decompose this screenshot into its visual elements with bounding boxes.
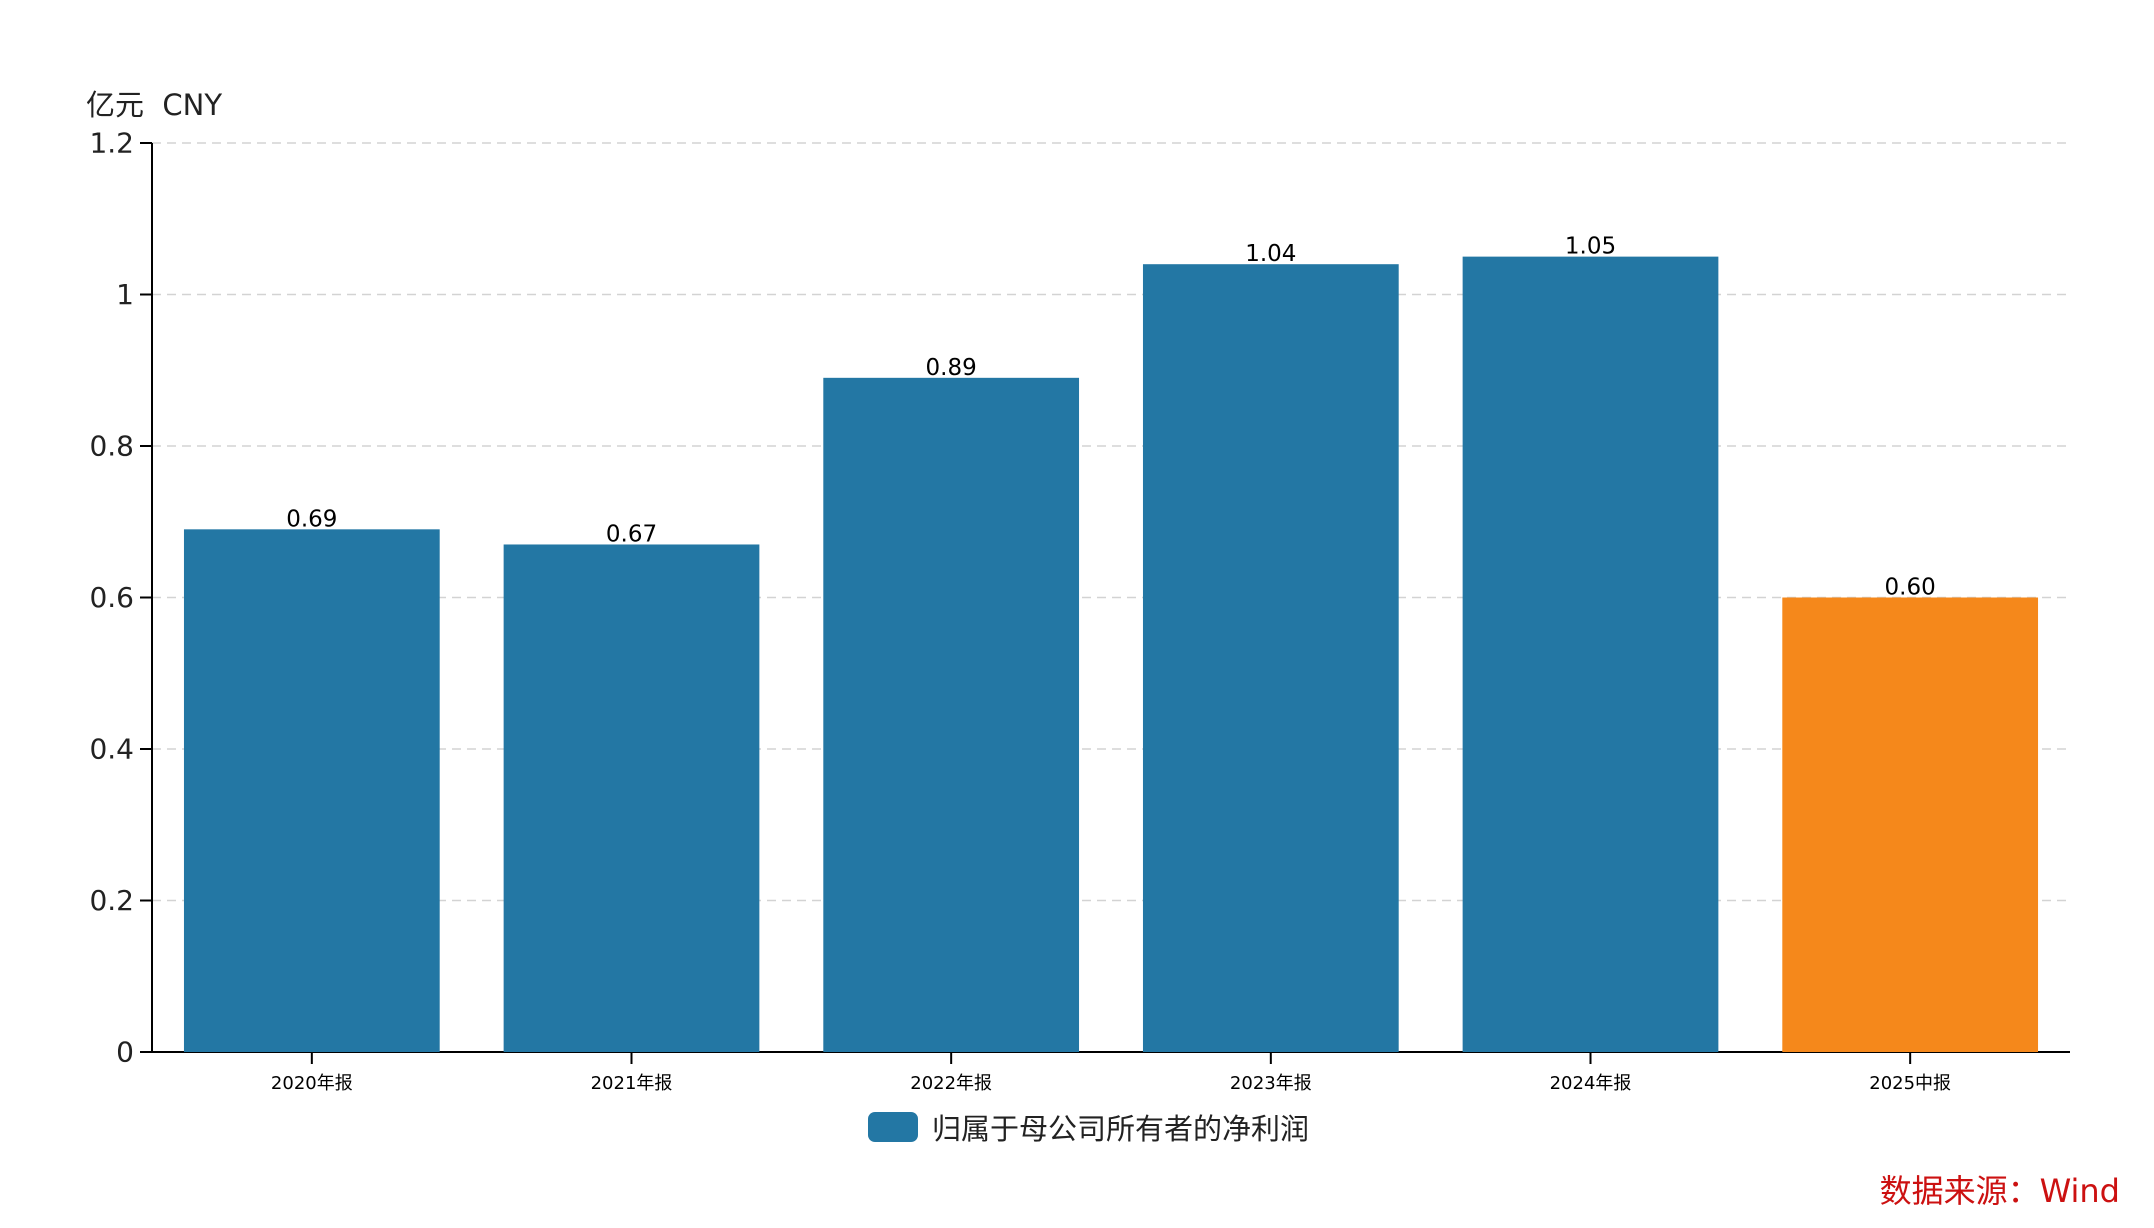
bar-value-label: 1.05 <box>1565 234 1616 260</box>
y-tick-label: 1.2 <box>89 127 134 160</box>
legend-swatch-icon <box>868 1112 918 1142</box>
bar <box>1142 264 1399 1052</box>
x-tick-label: 2025中报 <box>1869 1073 1951 1094</box>
bar <box>503 544 760 1052</box>
y-tick-label: 1 <box>116 278 134 311</box>
bar-value-label: 0.69 <box>286 506 337 532</box>
bar <box>1782 597 2039 1052</box>
x-tick-label: 2022年报 <box>910 1073 992 1094</box>
bar <box>1462 256 1719 1052</box>
bar <box>823 377 1080 1052</box>
legend: 归属于母公司所有者的净利润 <box>868 1106 1309 1148</box>
x-tick-label: 2020年报 <box>271 1073 353 1094</box>
y-tick-label: 0.8 <box>89 430 134 463</box>
x-tick-label: 2021年报 <box>591 1073 673 1094</box>
y-tick-label: 0 <box>116 1036 134 1069</box>
bar-value-label: 0.67 <box>606 521 657 547</box>
y-tick-label: 0.4 <box>89 733 134 766</box>
y-tick-label: 0.6 <box>89 581 134 614</box>
y-axis-unit-label: 亿元 CNY <box>86 88 223 122</box>
source-note: 数据来源：Wind <box>1879 1172 2120 1210</box>
bar-value-label: 0.89 <box>926 355 977 381</box>
x-tick-label: 2024年报 <box>1550 1073 1632 1094</box>
bar <box>183 529 440 1052</box>
legend-label: 归属于母公司所有者的净利润 <box>932 1112 1310 1146</box>
bar-value-label: 1.04 <box>1245 241 1296 267</box>
bar-value-label: 0.60 <box>1885 575 1936 601</box>
y-tick-label: 0.2 <box>89 884 134 917</box>
x-tick-label: 2023年报 <box>1230 1073 1312 1094</box>
